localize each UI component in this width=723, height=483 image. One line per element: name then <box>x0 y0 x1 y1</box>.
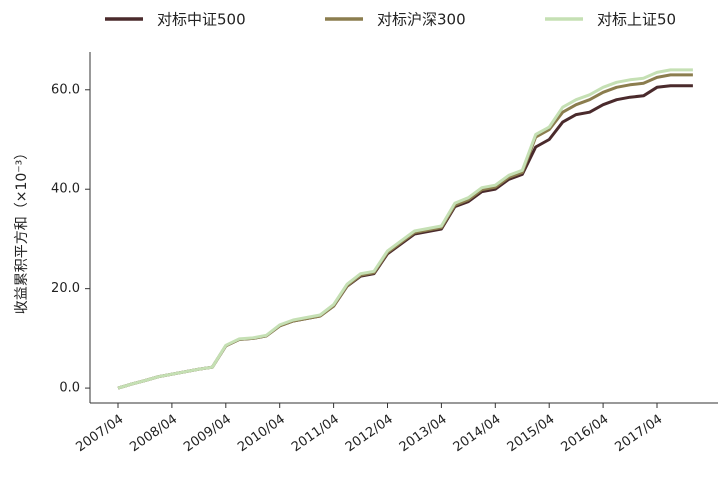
x-tick-label: 2012/04 <box>343 412 396 455</box>
x-tick-label: 2010/04 <box>235 412 288 455</box>
legend-label: 对标上证50 <box>597 11 676 29</box>
y-tick-label: 60.0 <box>51 82 80 97</box>
x-tick-label: 2017/04 <box>612 412 665 455</box>
y-tick-label: 0.0 <box>59 381 80 396</box>
x-tick-label: 2013/04 <box>397 412 450 455</box>
x-tick-label: 2011/04 <box>289 412 342 455</box>
x-tick-label: 2016/04 <box>559 412 612 455</box>
x-tick-label: 2008/04 <box>127 412 180 455</box>
legend-label: 对标中证500 <box>157 11 246 29</box>
y-tick-label: 20.0 <box>51 281 80 296</box>
x-tick-label: 2014/04 <box>451 412 504 455</box>
series-line <box>117 68 693 390</box>
series-line <box>117 73 693 390</box>
y-axis-label: 收益累积平方和（×10⁻³） <box>14 146 30 315</box>
legend-label: 对标沪深300 <box>377 11 466 29</box>
x-tick-label: 2007/04 <box>73 412 126 455</box>
y-tick-label: 40.0 <box>51 182 80 197</box>
x-tick-label: 2015/04 <box>505 412 558 455</box>
x-tick-label: 2009/04 <box>181 412 234 455</box>
